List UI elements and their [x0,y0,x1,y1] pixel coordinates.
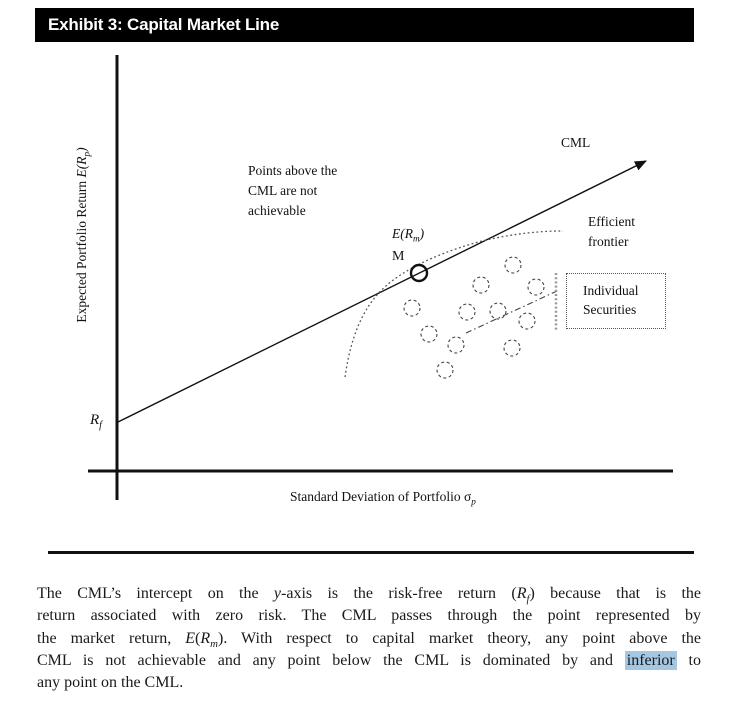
security-point [504,256,522,274]
paragraph-text: ) because that is the [529,585,701,602]
cml-line [117,160,647,423]
paragraph-line: the market return, E(Rm). With respect t… [37,628,701,650]
y-axis-label: Expected Portfolio Return E(Rp) [74,147,92,323]
market-point-label: M [392,249,405,264]
paragraph-text: ). With respect to capital market theory… [218,629,702,647]
security-point [447,336,465,354]
paragraph-text: -axis is the risk-free return ( [281,585,517,602]
cml-label: CML [561,135,591,150]
security-point [489,302,507,320]
individual-securities-box: Individual Securities [566,273,666,329]
paragraph-text: f [526,593,530,606]
paragraph-text: m [210,637,218,650]
securities-leader-line [465,290,558,334]
paragraph-text: R [516,585,527,602]
securities-cluster [403,256,545,379]
paragraph-text: to [676,651,701,669]
security-point [472,276,490,294]
efficient-frontier-label: Efficient frontier [588,214,635,249]
exhibit-title-bar: Exhibit 3: Capital Market Line [35,8,694,42]
paragraph-text: CML is not achievable and any point belo… [37,651,625,669]
efficient-frontier-curve [344,230,564,378]
paragraph-text: R [200,629,211,647]
paragraph-line: return associated with zero risk. The CM… [37,605,701,627]
separator-rule [48,551,694,554]
erm-symbol: E(R [392,226,413,241]
risk-free-rate-label: Rf [90,412,103,431]
paragraph-text: y [273,585,282,602]
cml-diagram [88,55,673,500]
security-point [436,361,454,379]
market-return-label: E(Rm) [392,226,425,244]
x-axis-label: Standard Deviation of Portfolio σp [290,489,476,507]
rf-subscript: f [99,420,103,431]
x-axis-symbol: σ [463,489,472,504]
erm-subscript: m [413,233,420,244]
security-point [403,299,421,317]
erm-symbol-close: ) [419,226,425,241]
paragraph-text: ( [195,629,201,647]
paragraph-line: CML is not achievable and any point belo… [37,650,701,672]
paragraph-text: the market return, [37,629,186,647]
highlighted-word: inferior [624,650,677,670]
y-axis-symbol: E(R [74,156,89,178]
y-axis-symbol-close: ) [74,147,89,152]
paragraph-text: The CML’s intercept on the [37,585,274,602]
paragraph-line: any point on the CML. [37,672,701,694]
security-point [420,325,438,343]
security-point [527,278,545,296]
security-point [458,303,476,321]
security-point [518,312,536,330]
security-point [503,339,521,357]
body-paragraph: The CML’s intercept on the y-axis is the… [37,583,701,694]
paragraph-line: The CML’s intercept on the y-axis is the… [37,583,701,605]
paragraph-text: any point on the CML. [37,674,184,692]
y-axis-subscript: p [81,151,92,157]
x-axis-subscript: p [471,496,476,507]
paragraph-text: return associated with zero risk. The CM… [37,607,701,625]
paragraph-text: E [185,629,196,647]
x-axis-label-text: Standard Deviation of Portfolio [290,489,464,504]
exhibit-title: Exhibit 3: Capital Market Line [48,15,280,34]
market-portfolio-marker [409,263,429,283]
y-axis-label-text: Expected Portfolio Return [74,177,89,323]
note-above-cml: Points above the CML are not achievable [248,163,338,218]
rf-symbol: R [90,412,100,428]
